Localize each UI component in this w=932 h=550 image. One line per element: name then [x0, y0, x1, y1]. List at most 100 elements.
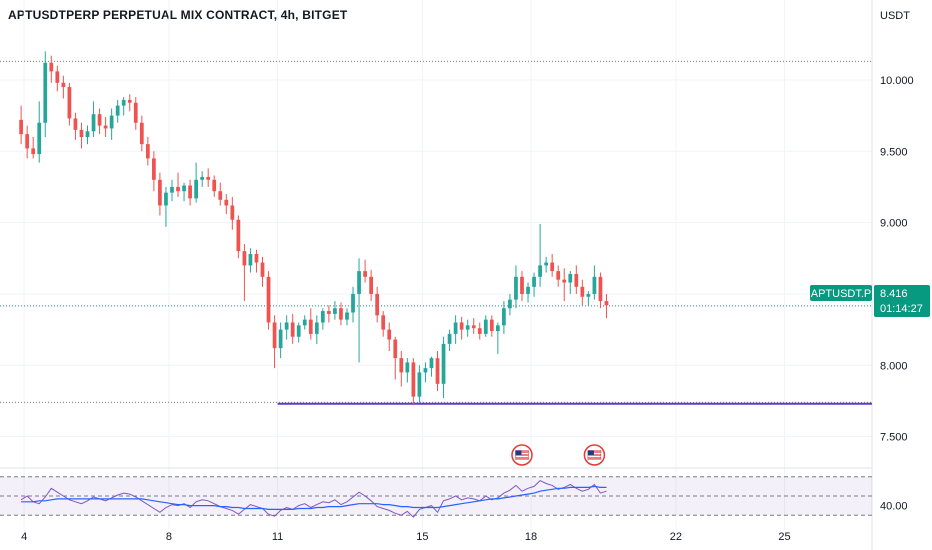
- candle: [115, 99, 120, 123]
- candle: [483, 315, 488, 337]
- candle: [544, 256, 549, 273]
- candle-body: [278, 329, 283, 349]
- candle-body: [290, 322, 295, 337]
- candle: [25, 125, 30, 159]
- candle: [109, 108, 114, 140]
- date-tick-label: 22: [670, 531, 682, 543]
- candle-body: [327, 311, 331, 314]
- candle: [363, 259, 367, 283]
- candle: [495, 322, 500, 354]
- candle: [242, 244, 247, 302]
- candle-body: [266, 276, 271, 323]
- candle-body: [19, 119, 23, 135]
- us-flag-icon[interactable]: [511, 444, 533, 466]
- candle: [230, 196, 235, 230]
- candle-body: [604, 301, 609, 306]
- flag-canton: [587, 450, 594, 455]
- candle-body: [387, 329, 392, 340]
- candle-body: [459, 322, 464, 330]
- candle: [320, 308, 325, 330]
- candle-body: [339, 308, 343, 320]
- candle-body: [586, 293, 591, 297]
- candle: [19, 105, 23, 145]
- candle: [103, 117, 108, 138]
- candle: [477, 322, 482, 340]
- candle: [73, 112, 78, 140]
- symbol-tag-bg: [810, 285, 872, 301]
- candle: [152, 151, 156, 192]
- candle-body: [67, 87, 72, 119]
- price-unit-label: USDT: [880, 10, 910, 22]
- candle: [574, 265, 579, 294]
- price-tag-bg: [874, 285, 930, 317]
- candle-body: [248, 253, 253, 266]
- candle-body: [375, 293, 380, 316]
- candle-body: [103, 125, 108, 129]
- candle: [272, 315, 277, 369]
- candle-body: [121, 99, 126, 106]
- candle-body: [296, 325, 301, 337]
- candle: [212, 175, 217, 197]
- candle: [538, 224, 542, 287]
- candle: [121, 97, 126, 116]
- date-tick-label: 15: [416, 531, 428, 543]
- candle: [43, 51, 48, 138]
- candle-body: [320, 311, 325, 323]
- candle: [351, 286, 355, 323]
- candle-body: [435, 358, 440, 384]
- candle-body: [562, 279, 567, 283]
- candle: [85, 125, 90, 145]
- candle: [260, 256, 265, 287]
- candle-body: [538, 265, 542, 277]
- candle-body: [254, 253, 259, 263]
- candle: [200, 171, 205, 187]
- candle: [266, 271, 271, 330]
- candle-body: [447, 333, 452, 344]
- candle: [164, 186, 168, 227]
- candle: [55, 65, 60, 92]
- candle-body: [218, 191, 223, 200]
- candle: [586, 291, 591, 306]
- candle: [182, 182, 186, 202]
- candle: [580, 279, 585, 306]
- candle: [387, 322, 392, 352]
- candle: [49, 55, 54, 83]
- candle-body: [230, 205, 235, 220]
- candle-body: [164, 192, 168, 206]
- candle-body: [145, 144, 150, 159]
- candle-body: [314, 322, 319, 334]
- candle-body: [453, 322, 458, 334]
- candle: [471, 318, 476, 334]
- candle-body: [526, 286, 530, 294]
- candle: [423, 362, 428, 383]
- price-tick-label: 10.000: [880, 75, 914, 87]
- candle-body: [55, 71, 60, 83]
- candle-body: [43, 62, 48, 123]
- candle: [327, 305, 331, 323]
- candle: [345, 308, 349, 326]
- candle: [381, 311, 386, 337]
- candle: [158, 172, 162, 216]
- candle: [375, 286, 380, 323]
- chart-title: APTUSDTPERP PERPETUAL MIX CONTRACT, 4h, …: [8, 8, 348, 22]
- date-tick-label: 11: [272, 531, 283, 543]
- candlestick-series: [19, 51, 609, 406]
- candle-body: [200, 176, 205, 180]
- price-tick-label: 8.000: [880, 360, 908, 372]
- candle: [429, 356, 434, 377]
- candle-body: [302, 319, 307, 326]
- candle: [248, 248, 253, 273]
- candle: [393, 336, 398, 380]
- price-tick-label: 9.000: [880, 218, 908, 230]
- us-flag-icon[interactable]: [583, 444, 606, 466]
- candle-body: [79, 129, 84, 138]
- event-flags[interactable]: [511, 444, 606, 466]
- candle: [514, 265, 518, 309]
- candle-body: [508, 299, 512, 309]
- candle: [520, 271, 524, 302]
- candle-body: [598, 276, 603, 302]
- symbol-tag-label: APTUSDT.P: [811, 288, 872, 300]
- candle-body: [176, 186, 180, 192]
